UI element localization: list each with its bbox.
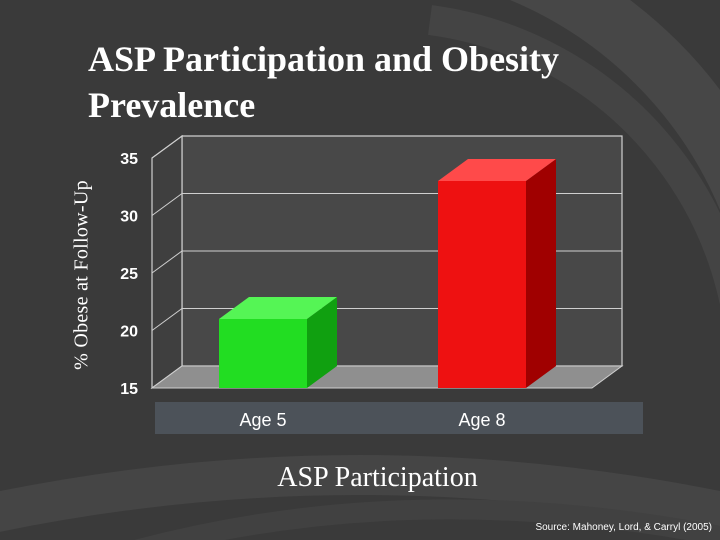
source-citation: Source: Mahoney, Lord, & Carryl (2005) <box>535 522 712 533</box>
bar-front <box>219 319 307 388</box>
gridline <box>151 135 622 159</box>
bar-front <box>438 181 526 388</box>
bar-top <box>219 297 337 319</box>
y-tick-label: 20 <box>120 324 138 341</box>
bar <box>438 159 556 388</box>
bar-side <box>307 297 337 388</box>
y-tick-label: 25 <box>120 266 138 283</box>
bar-side <box>526 159 556 388</box>
x-tick-label: Age 8 <box>458 410 505 430</box>
x-tick-label: Age 5 <box>239 410 286 430</box>
slide-title: ASP Participation and Obesity Prevalence <box>88 39 560 125</box>
x-axis-label: ASP Participation <box>277 462 478 493</box>
y-tick-label: 30 <box>120 209 138 226</box>
y-tick-label: 35 <box>120 151 138 168</box>
bar-top <box>438 159 556 181</box>
category-strip <box>155 402 643 434</box>
bar <box>219 297 337 388</box>
y-tick-label: 15 <box>120 381 138 398</box>
